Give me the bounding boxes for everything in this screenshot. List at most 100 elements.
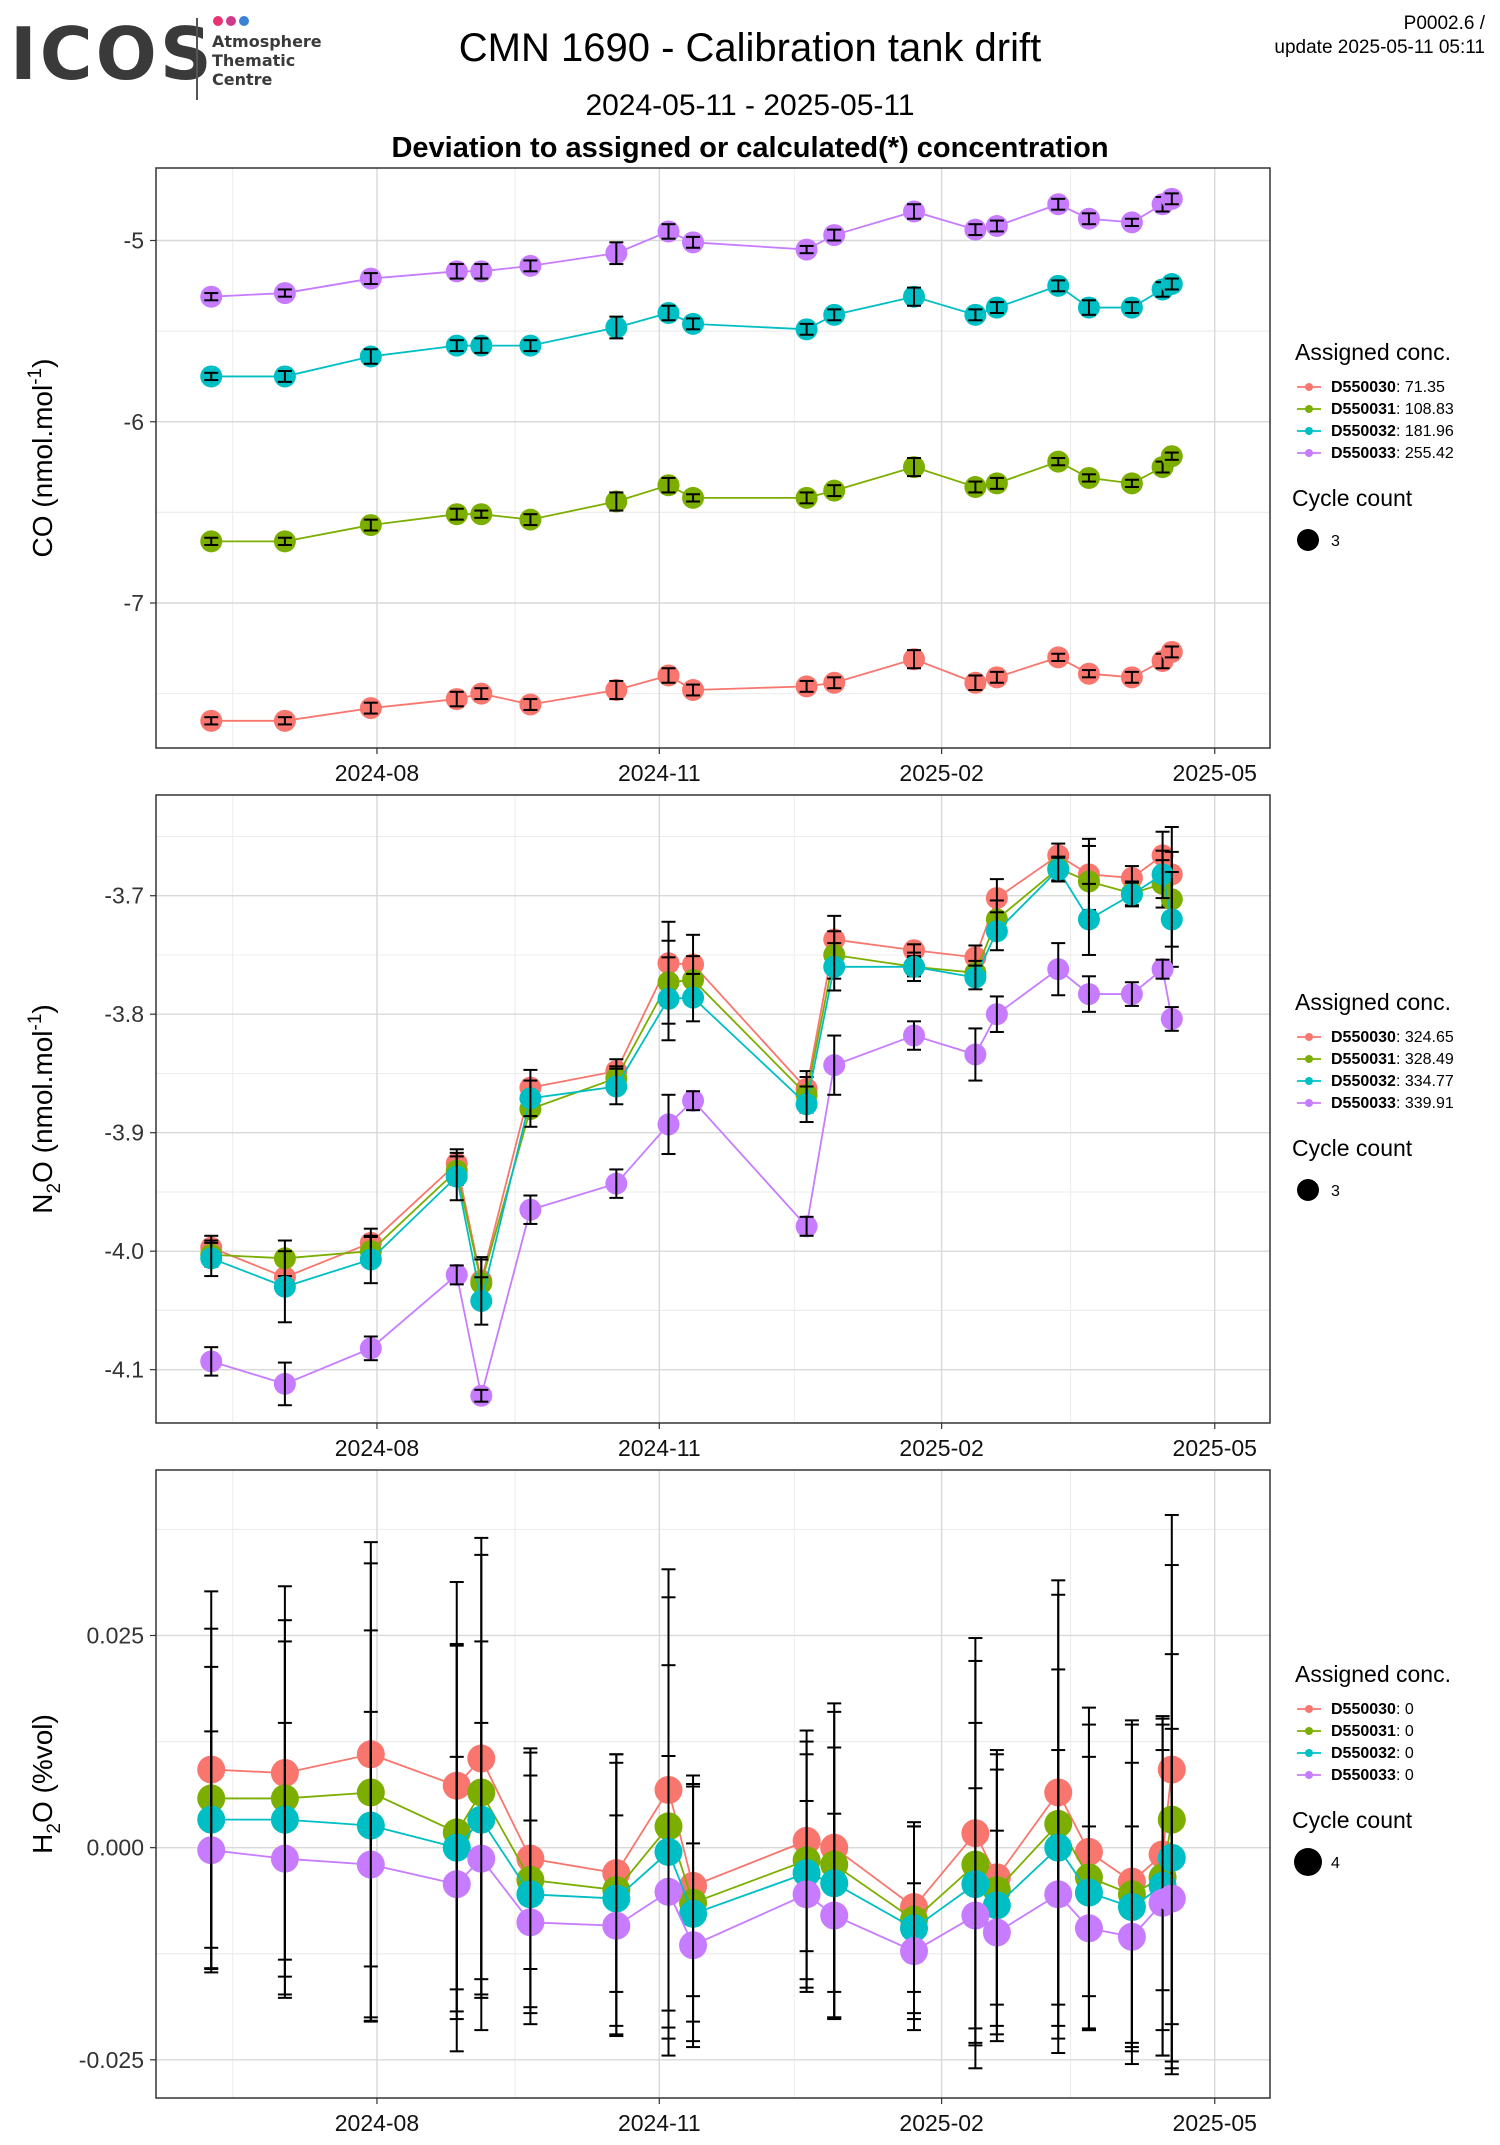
legend-label: D550033: 0 xyxy=(1331,1767,1414,1784)
chart-panel-1: -5 -6 -7 2024-08 2024-11 2025-02 2025-05 CO (nm… xyxy=(25,167,1454,786)
y-axis-label-sup: -1 xyxy=(25,1014,46,1031)
logo-sub-line-2: Thematic xyxy=(212,51,296,70)
y-axis-label-sup: -1 xyxy=(25,368,46,385)
legend-series-name: D550031 xyxy=(1331,1723,1396,1740)
page-title: CMN 1690 - Calibration tank drift xyxy=(458,26,1042,70)
y-tick-label: -6 xyxy=(124,409,144,435)
y-axis-label-mid: O (nmol.mol xyxy=(27,1030,58,1182)
y-axis-label-main: N xyxy=(27,1194,58,1214)
plot-background xyxy=(156,168,1270,748)
x-tick-label: 2024-08 xyxy=(335,2110,419,2136)
legend-series-name: D550032 xyxy=(1331,1745,1396,1762)
legend-label: D550030: 71.35 xyxy=(1331,379,1445,396)
legend-series-name: D550031 xyxy=(1331,401,1396,418)
chart-panel-2: -3.7 -3.8 -3.9 -4.0 -4.1 2024-08 2024-11 2025-0… xyxy=(25,794,1454,1461)
y-axis-label: N2O (nmol.mol-1) xyxy=(25,1004,65,1214)
x-tick-label: 2025-02 xyxy=(899,2110,983,2136)
plot-border xyxy=(155,794,1271,1424)
legend-series-value: : 71.35 xyxy=(1396,379,1445,396)
legend-key-dot xyxy=(1305,1705,1313,1713)
y-axis-label-tail: ) xyxy=(27,359,58,368)
plot-background xyxy=(156,795,1270,1423)
series-D550033 xyxy=(200,942,1183,1407)
icos-logo-text: ICOS xyxy=(10,12,215,96)
plot-border xyxy=(155,167,1271,749)
y-tick-label: -3.9 xyxy=(104,1120,144,1146)
x-tick-label: 2025-05 xyxy=(1173,2110,1257,2136)
y-tick-label: 0.000 xyxy=(86,1835,144,1861)
legend-series-value: : 0 xyxy=(1396,1745,1414,1762)
legend-series-name: D550033 xyxy=(1331,1095,1396,1112)
x-tick-label: 2024-08 xyxy=(335,1435,419,1461)
logo-sub-line-3: Centre xyxy=(212,70,273,89)
logo-sub-line-1: Atmosphere xyxy=(212,32,322,51)
legend-label: D550033: 339.91 xyxy=(1331,1095,1454,1112)
legend-series-name: D550032 xyxy=(1331,423,1396,440)
series-D550032 xyxy=(200,849,1183,1326)
series-D550031 xyxy=(200,445,1183,553)
y-tick-label: -4.1 xyxy=(104,1357,144,1383)
logo-divider xyxy=(196,18,198,100)
legend-key-dot xyxy=(1305,1771,1313,1779)
x-tick-label: 2025-02 xyxy=(899,760,983,786)
plot-border xyxy=(155,1469,1271,2099)
chart-subtitle: Deviation to assigned or calculated(*) c… xyxy=(391,132,1109,164)
y-tick-label: -3.7 xyxy=(104,883,144,909)
y-axis-label-main: CO (nmol.mol xyxy=(27,385,58,558)
legend-label: D550031: 0 xyxy=(1331,1723,1414,1740)
legend-series-value: : 0 xyxy=(1396,1723,1414,1740)
legend-series-value: : 334.77 xyxy=(1396,1073,1454,1090)
legend-series-value: : 339.91 xyxy=(1396,1095,1454,1112)
logo-subtitle: Atmosphere Thematic Centre xyxy=(212,32,322,89)
legend-label: D550030: 324.65 xyxy=(1331,1029,1454,1046)
y-axis-label-sub: 2 xyxy=(44,1823,65,1834)
legend-key-dot xyxy=(1305,1077,1313,1085)
y-axis-label-mid: O (%vol) xyxy=(27,1714,58,1823)
legend-label: D550030: 0 xyxy=(1331,1701,1414,1718)
legend-title: Assigned conc. xyxy=(1295,339,1451,365)
x-tick-label: 2025-05 xyxy=(1173,760,1257,786)
series-D550030 xyxy=(200,640,1183,732)
legend-series-value: : 324.65 xyxy=(1396,1029,1454,1046)
legend-series-value: : 0 xyxy=(1396,1701,1414,1718)
legend-series-value: : 108.83 xyxy=(1396,401,1454,418)
legend-key-dot xyxy=(1305,383,1313,391)
version-info: P0002.6 / update 2025-05-11 05:11 xyxy=(1274,12,1485,60)
legend-label: D550031: 328.49 xyxy=(1331,1051,1454,1068)
size-legend-dot xyxy=(1297,1179,1319,1201)
x-tick-label: 2024-11 xyxy=(618,1435,701,1461)
legend-series-value: : 328.49 xyxy=(1396,1051,1454,1068)
logo-dots-icon xyxy=(213,16,249,26)
legend-series-value: : 255.42 xyxy=(1396,445,1454,462)
legend-title: Assigned conc. xyxy=(1295,989,1451,1015)
y-tick-label: -7 xyxy=(124,590,144,616)
x-tick-label: 2025-02 xyxy=(899,1435,983,1461)
series-D550032 xyxy=(200,273,1183,388)
legend-label: D550032: 334.77 xyxy=(1331,1073,1454,1090)
size-legend-value: 3 xyxy=(1331,533,1340,550)
legend: Assigned conc. D550030: 324.65 D550031: 32… xyxy=(1292,989,1454,1201)
x-tick-label: 2024-11 xyxy=(618,760,701,786)
legend-key-dot xyxy=(1305,1033,1313,1041)
chart-panel-3: 0.025 0.000 -0.025 2024-08 2024-11 2025-02 202… xyxy=(27,1469,1451,2136)
y-tick-label: -5 xyxy=(124,228,144,254)
legend-key-dot xyxy=(1305,449,1313,457)
x-tick-label: 2025-05 xyxy=(1173,1435,1257,1461)
size-legend-value: 3 xyxy=(1331,1183,1340,1200)
y-tick-label: -4.0 xyxy=(104,1238,144,1264)
legend-title: Assigned conc. xyxy=(1295,1661,1451,1687)
plot-background xyxy=(156,1470,1270,2098)
legend-series-value: : 181.96 xyxy=(1396,423,1454,440)
logo-dot-3 xyxy=(239,16,249,26)
legend-series-name: D550033 xyxy=(1331,445,1396,462)
legend-series-name: D550030 xyxy=(1331,379,1396,396)
legend-series-value: : 0 xyxy=(1396,1767,1414,1784)
legend-label: D550031: 108.83 xyxy=(1331,401,1454,418)
x-tick-label: 2024-11 xyxy=(618,2110,701,2136)
legend-series-name: D550033 xyxy=(1331,1767,1396,1784)
size-legend-title: Cycle count xyxy=(1292,1807,1413,1833)
date-range: 2024-05-11 - 2025-05-11 xyxy=(585,89,915,122)
size-legend-dot xyxy=(1297,529,1319,551)
